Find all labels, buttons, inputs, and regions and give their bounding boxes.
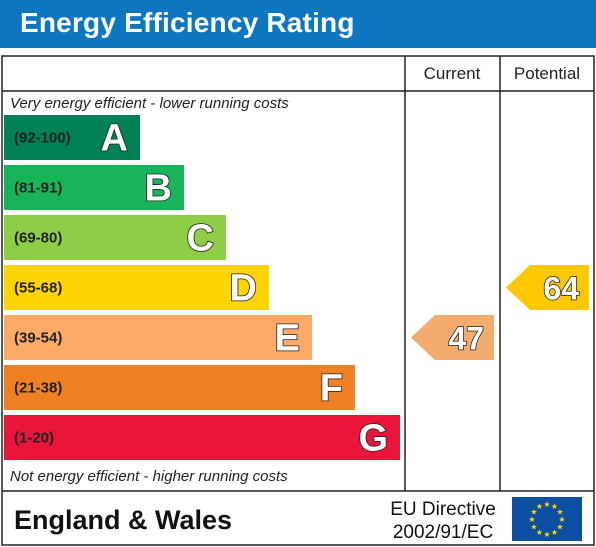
eu-star-icon: ★ [551, 502, 558, 511]
band-letter-e: E [275, 318, 300, 360]
band-b [4, 165, 184, 210]
eu-star-icon: ★ [530, 508, 537, 517]
band-letter-c: C [187, 218, 214, 260]
current-arrow [411, 315, 494, 360]
band-c [4, 215, 226, 260]
band-range-e: (39-54) [14, 330, 62, 347]
eu-star-icon: ★ [556, 523, 563, 532]
header-bar: Energy Efficiency Rating [0, 0, 596, 48]
band-range-b: (81-91) [14, 180, 62, 197]
eu-star-icon: ★ [556, 508, 563, 517]
band-range-c: (69-80) [14, 230, 62, 247]
chart-frame [1, 55, 595, 546]
eu-star-icon: ★ [543, 500, 550, 509]
band-letter-d: D [230, 268, 257, 310]
band-f [4, 365, 355, 410]
rating-bands: (92-100) A (81-91) B (69-80) C (55-68) D (39-54)… [4, 115, 400, 460]
eu-star-icon: ★ [551, 528, 558, 537]
band-a [4, 115, 140, 160]
band-range-a: (92-100) [14, 130, 71, 147]
rating-arrows: 47 64 [411, 265, 589, 360]
eu-flag-icon: ★ ★★★★★★★★★★★ [512, 497, 582, 541]
band-range-d: (55-68) [14, 280, 62, 297]
band-letter-g: G [358, 418, 388, 460]
eu-star-icon: ★ [536, 528, 543, 537]
eu-star-icon: ★ [543, 530, 550, 539]
potential-arrow [506, 265, 589, 310]
band-letter-f: F [320, 368, 343, 410]
current-rating-value: 47 [448, 321, 484, 357]
eu-star-icon: ★ [530, 523, 537, 532]
eu-star-icon: ★ [558, 515, 565, 524]
column-header-potential: Potential [514, 64, 580, 83]
region-label: England & Wales [14, 505, 232, 535]
band-letter-a: A [101, 118, 128, 160]
directive-line-1: EU Directive [390, 499, 496, 520]
chart-title: Energy Efficiency Rating [20, 7, 355, 38]
bottom-caption: Not energy efficient - higher running co… [10, 468, 288, 485]
band-d [4, 265, 269, 310]
band-range-g: (1-20) [14, 430, 54, 447]
band-letter-b: B [145, 168, 172, 210]
top-caption: Very energy efficient - lower running co… [10, 95, 289, 112]
band-range-f: (21-38) [14, 380, 62, 397]
eu-star-icon: ★ [536, 502, 543, 511]
eu-star-icon: ★ [528, 515, 535, 524]
band-g [4, 415, 400, 460]
column-header-current: Current [424, 64, 481, 83]
band-e [4, 315, 312, 360]
directive-line-2: 2002/91/EC [393, 522, 493, 543]
potential-rating-value: 64 [543, 271, 579, 307]
